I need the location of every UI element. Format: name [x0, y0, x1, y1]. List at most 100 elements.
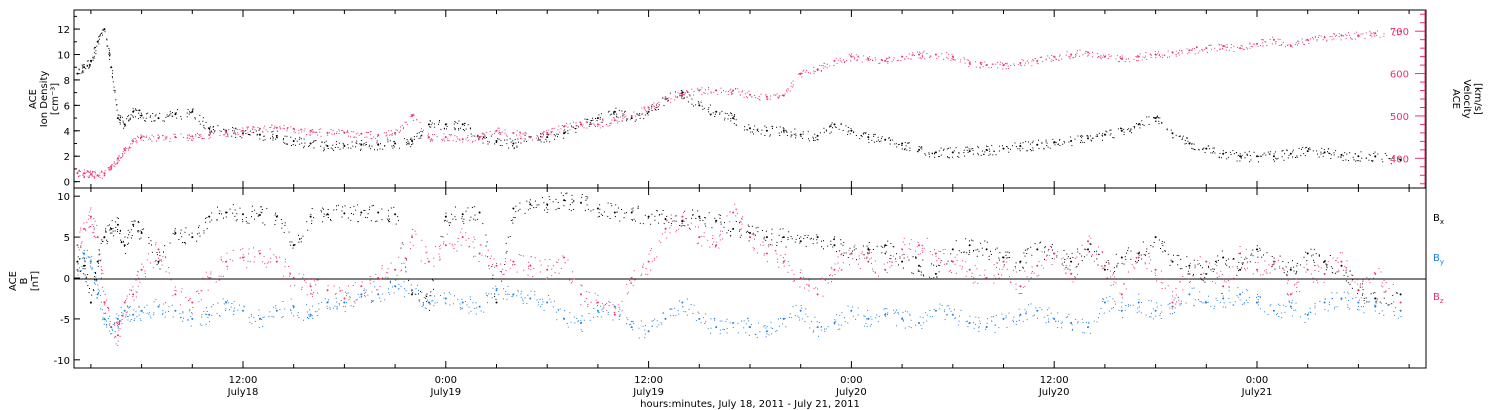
data-sample — [644, 329, 646, 331]
data-sample — [119, 119, 121, 121]
data-sample — [124, 152, 126, 154]
data-sample — [548, 134, 549, 136]
data-sample — [211, 306, 213, 308]
data-point — [461, 123, 464, 126]
data-sample — [1394, 34, 1396, 36]
data-sample — [732, 93, 734, 95]
data-sample — [739, 94, 741, 96]
data-sample — [311, 223, 313, 224]
data-sample — [1213, 147, 1215, 149]
data-sample — [1271, 43, 1273, 45]
data-sample — [233, 128, 235, 129]
data-sample — [347, 147, 349, 149]
data-sample — [988, 255, 990, 257]
data-sample — [364, 295, 366, 297]
data-sample — [1348, 160, 1349, 161]
data-sample — [856, 60, 858, 61]
data-sample — [87, 175, 89, 177]
data-sample — [841, 61, 843, 63]
data-sample — [888, 56, 890, 58]
data-sample — [154, 261, 156, 263]
data-sample — [101, 32, 103, 34]
data-sample — [770, 95, 772, 97]
data-sample — [189, 112, 191, 114]
data-point — [377, 293, 380, 296]
data-sample — [978, 250, 980, 252]
data-sample — [867, 59, 869, 61]
data-sample — [385, 135, 387, 137]
data-sample — [1122, 317, 1124, 319]
data-sample — [106, 39, 108, 41]
data-sample — [1393, 155, 1395, 157]
data-sample — [1174, 297, 1176, 299]
data-sample — [115, 221, 117, 223]
data-point — [275, 126, 278, 129]
data-sample — [156, 263, 158, 265]
data-sample — [1259, 297, 1261, 299]
data-sample — [1326, 266, 1328, 268]
data-sample — [138, 305, 140, 307]
data-sample — [848, 130, 850, 132]
data-sample — [1059, 139, 1061, 141]
data-sample — [842, 244, 844, 246]
data-sample — [404, 138, 405, 140]
data-sample — [111, 220, 113, 222]
data-sample — [710, 113, 712, 115]
data-sample — [699, 217, 701, 219]
data-sample — [1010, 148, 1011, 150]
data-sample — [1142, 241, 1144, 243]
data-sample — [163, 251, 164, 253]
data-sample — [1068, 313, 1070, 315]
data-sample — [272, 139, 274, 141]
data-sample — [112, 230, 114, 232]
data-sample — [776, 126, 778, 128]
data-sample — [921, 327, 923, 329]
data-sample — [1092, 51, 1093, 53]
data-sample — [705, 313, 707, 315]
data-sample — [174, 286, 176, 288]
data-sample — [1119, 56, 1121, 58]
data-sample — [1019, 270, 1021, 272]
data-point — [116, 117, 119, 120]
data-sample — [618, 109, 620, 111]
data-sample — [256, 134, 258, 136]
data-sample — [146, 135, 147, 137]
data-sample — [619, 313, 621, 315]
data-sample — [1032, 59, 1034, 60]
data-sample — [328, 214, 330, 216]
data-sample — [886, 58, 888, 60]
data-sample — [387, 288, 389, 290]
data-sample — [548, 129, 550, 131]
data-sample — [970, 63, 972, 65]
data-sample — [79, 258, 81, 260]
data-sample — [1026, 60, 1028, 62]
data-sample — [1179, 135, 1181, 137]
data-sample — [1218, 44, 1220, 46]
data-sample — [474, 139, 476, 141]
data-sample — [205, 217, 206, 219]
data-sample — [758, 322, 760, 324]
data-sample — [675, 91, 676, 93]
data-sample — [98, 249, 100, 251]
data-sample — [405, 142, 407, 144]
data-sample — [143, 306, 145, 308]
data-sample — [561, 125, 563, 126]
data-sample — [443, 220, 445, 222]
data-sample — [509, 138, 511, 140]
data-sample — [680, 93, 682, 94]
data-sample — [1088, 321, 1090, 323]
data-sample — [206, 314, 208, 316]
data-sample — [1131, 132, 1132, 134]
data-sample — [108, 169, 110, 171]
data-point — [1340, 34, 1343, 37]
data-sample — [613, 113, 615, 115]
data-sample — [1041, 142, 1043, 144]
data-sample — [365, 131, 367, 133]
data-sample — [1032, 140, 1034, 142]
data-sample — [551, 131, 553, 133]
data-sample — [422, 302, 424, 304]
data-sample — [563, 137, 565, 139]
data-sample — [1158, 51, 1159, 53]
data-sample — [1127, 247, 1129, 249]
data-sample — [1252, 43, 1254, 45]
